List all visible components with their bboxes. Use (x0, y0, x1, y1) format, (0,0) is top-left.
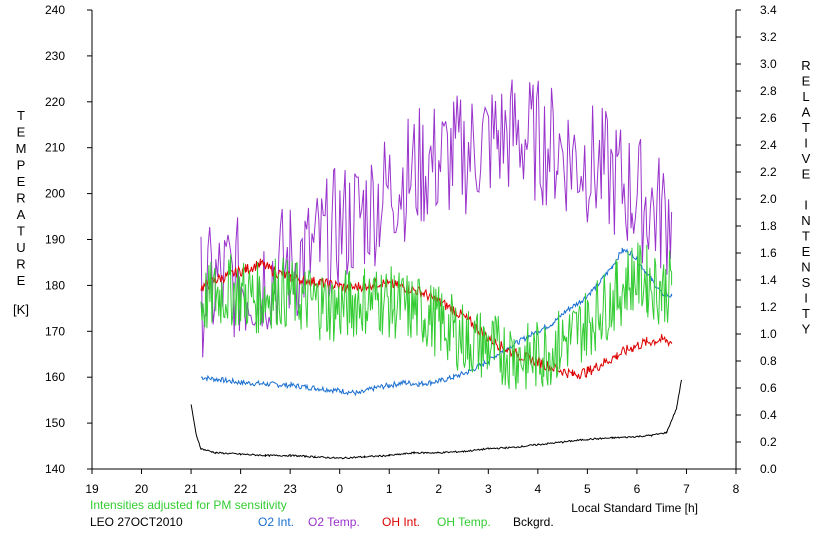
y-right-tick-label: 1.2 (760, 300, 777, 314)
x-tick-label: 21 (184, 482, 198, 496)
y-right-tick-label: 2.4 (760, 138, 777, 152)
y-right-label-letter: T (802, 306, 810, 321)
legend-o2-int: O2 Int. (258, 515, 294, 529)
y-left-label-letter: U (16, 240, 25, 255)
y-right-label-letter: Y (802, 322, 811, 337)
y-left-tick-label: 140 (45, 462, 65, 476)
series-o2-temp (200, 79, 673, 358)
y-right-label-letter: R (801, 58, 810, 73)
y-right-label-letter: T (802, 120, 810, 135)
y-left-label-letter: E (17, 174, 26, 189)
y-left-tick-label: 200 (45, 187, 65, 201)
x-tick-label: 0 (336, 482, 343, 496)
x-tick-label: 7 (683, 482, 690, 496)
y-right-label-letter: I (804, 291, 808, 306)
plot-area (91, 10, 737, 470)
y-right-tick-label: 1.6 (760, 246, 777, 260)
x-tick-label: 19 (85, 482, 99, 496)
y-left-tick-label: 210 (45, 141, 65, 155)
y-left-label-letter: P (17, 158, 26, 173)
y-left-label-letter: T (17, 108, 25, 123)
series-oh-int (200, 258, 673, 380)
y-right-tick-label: 2.6 (760, 111, 777, 125)
y-right-tick-label: 2.2 (760, 165, 777, 179)
y-right-tick-label: 1.8 (760, 219, 777, 233)
y-right-label-letter: E (802, 74, 811, 89)
pm-sensitivity-note: Intensities adjusted for PM sensitivity (90, 498, 287, 512)
x-tick-label: 5 (584, 482, 591, 496)
series-o2-int (200, 247, 673, 397)
y-right-tick-label: 0.4 (760, 408, 777, 422)
y-left-tick-label: 170 (45, 324, 65, 338)
y-right-tick-label: 2.8 (760, 84, 777, 98)
y-left-unit: [K] (13, 302, 29, 317)
legend-bckgrd: Bckgrd. (513, 515, 554, 529)
y-left-tick-label: 160 (45, 370, 65, 384)
y-left-tick-label: 190 (45, 233, 65, 247)
y-left-label-letter: M (16, 141, 27, 156)
y-right-label-letter: N (801, 260, 810, 275)
y-right-label-letter: L (802, 89, 809, 104)
y-right-label-letter: I (804, 136, 808, 151)
y-right-tick-label: 0.6 (760, 381, 777, 395)
x-axis-label: Local Standard Time [h] (571, 501, 698, 515)
y-right-tick-label: 3.4 (760, 3, 777, 17)
axes: 1401501601701801902002102202302400.00.20… (45, 3, 777, 496)
y-right-tick-label: 1.0 (760, 327, 777, 341)
x-tick-label: 1 (386, 482, 393, 496)
y-right-label-letter: T (802, 229, 810, 244)
y-right-label-letter: N (801, 213, 810, 228)
legend-o2-temp: O2 Temp. (308, 515, 360, 529)
legend-oh-int: OH Int. (382, 515, 420, 529)
y-right-label-letter: S (802, 275, 811, 290)
y-left-label-letter: T (17, 224, 25, 239)
y-left-tick-label: 150 (45, 416, 65, 430)
legend-oh-temp: OH Temp. (437, 515, 491, 529)
y-right-tick-label: 0.0 (760, 462, 777, 476)
x-tick-label: 3 (485, 482, 492, 496)
y-right-label-letter: A (802, 105, 811, 120)
dataset-label: LEO 27OCT2010 (90, 515, 183, 529)
x-tick-label: 2 (435, 482, 442, 496)
y-left-tick-label: 220 (45, 95, 65, 109)
y-right-tick-label: 3.0 (760, 57, 777, 71)
y-left-tick-label: 230 (45, 49, 65, 63)
x-tick-label: 8 (733, 482, 740, 496)
y-right-label-letter: E (802, 167, 811, 182)
y-right-tick-label: 3.2 (760, 30, 777, 44)
x-tick-label: 23 (283, 482, 297, 496)
x-tick-label: 22 (234, 482, 248, 496)
y-left-tick-label: 180 (45, 278, 65, 292)
y-right-tick-label: 2.0 (760, 192, 777, 206)
y-left-label-letter: R (16, 257, 25, 272)
y-left-label-letter: A (17, 207, 26, 222)
y-right-tick-label: 0.8 (760, 354, 777, 368)
legend-footer: Intensities adjusted for PM sensitivity L… (90, 498, 554, 529)
y-right-tick-label: 1.4 (760, 273, 777, 287)
series-bckgrd (190, 379, 682, 460)
y-right-label-letter: E (802, 244, 811, 259)
series-oh-temp (200, 242, 673, 390)
y-left-tick-label: 240 (45, 3, 65, 17)
x-tick-label: 20 (135, 482, 149, 496)
y-left-label-letter: E (17, 125, 26, 140)
y-left-label-letter: R (16, 191, 25, 206)
y-right-tick-label: 0.2 (760, 435, 777, 449)
x-tick-label: 6 (634, 482, 641, 496)
data-series (190, 79, 682, 460)
y-right-label-letter: I (804, 198, 808, 213)
y-left-label-letter: E (17, 273, 26, 288)
y-right-label-letter: V (802, 151, 811, 166)
x-tick-label: 4 (535, 482, 542, 496)
